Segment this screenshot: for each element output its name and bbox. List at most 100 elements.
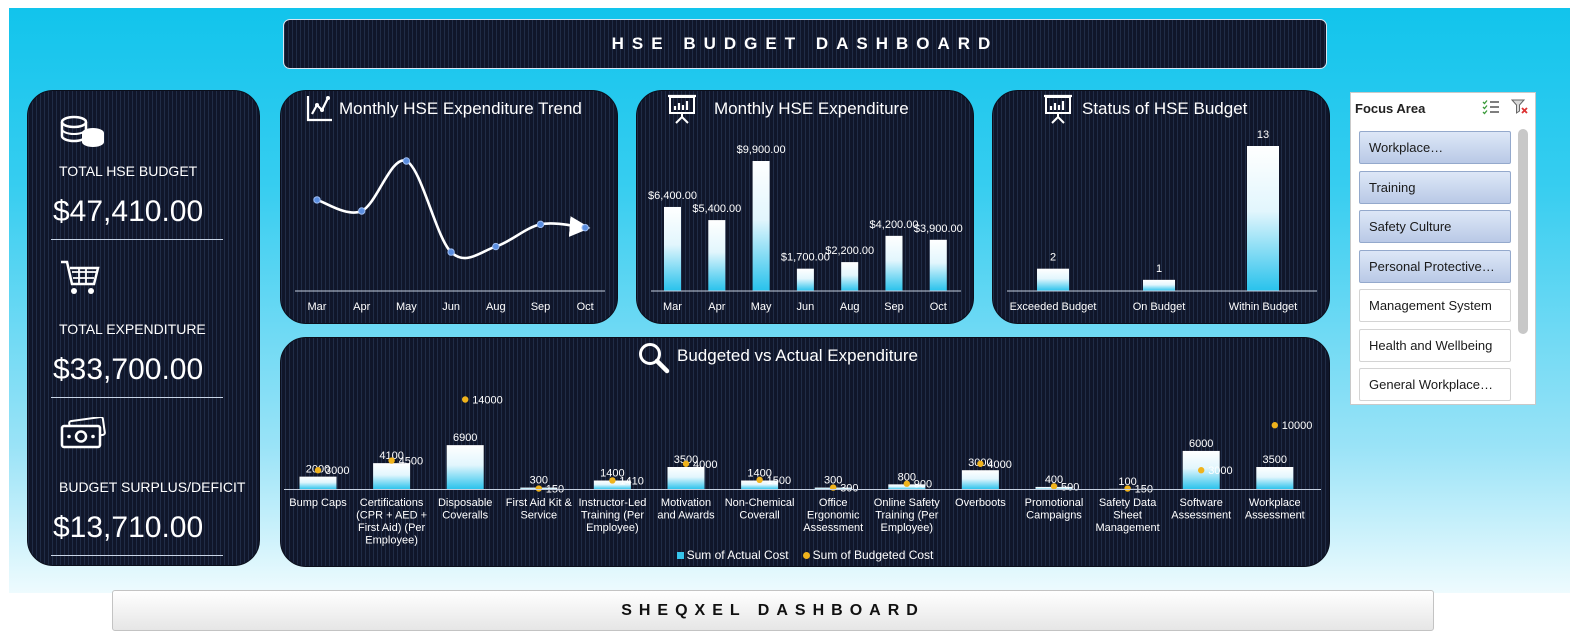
status-chart-panel: Status of HSE Budget 2 Exceeded Budget 1 On… [992,90,1330,324]
status-bar [1037,268,1069,291]
x-category-label: Employee) [365,535,418,547]
x-category-label: Campaigns [1026,510,1082,522]
budgeted-cost-marker [1124,485,1131,492]
clear-filter-icon[interactable] [1510,99,1529,120]
x-tick-label: Aug [486,301,506,313]
actual-data-label: 6000 [1189,438,1213,450]
x-category-label: Promotional [1025,497,1084,509]
legend-actual: Sum of Actual Cost [676,548,789,562]
actual-data-label: 100 [1118,476,1136,488]
actual-cost-bar [667,467,705,490]
slicer-item[interactable]: Management System [1359,289,1511,322]
x-tick-label: Apr [353,301,370,313]
monthly-bar [796,268,814,291]
bar-data-label: $2,200.00 [825,245,874,257]
x-tick-label: Jun [442,301,460,313]
presentation-chart-icon [667,94,697,129]
total-expenditure-label: TOTAL EXPENDITURE [59,321,206,337]
bar-data-label: $9,900.00 [737,144,786,156]
bar-data-label: $3,900.00 [914,223,963,235]
x-category-label: First Aid Kit & [506,497,573,509]
x-category-label: Bump Caps [289,497,347,509]
budgeted-data-label: 1410 [619,475,643,487]
x-category-label: Employee) [881,522,934,534]
budgeted-data-label: 300 [840,483,858,495]
x-tick-label: Apr [708,301,725,313]
trend-chart-panel: Monthly HSE Expenditure Trend Mar Apr May J… [280,90,618,324]
x-category-label: Training (Per [875,510,939,522]
bar-data-label: $1,700.00 [781,252,830,264]
slicer-item[interactable]: Health and Wellbeing [1359,328,1511,362]
bar-data-label: $5,400.00 [692,203,741,215]
bar-data-label: 2 [1050,252,1056,264]
actual-cost-bar [373,463,411,490]
x-category-label: Office [819,497,848,509]
total-expenditure-value: $33,700.00 [53,353,204,386]
trend-point [536,220,545,229]
x-tick-label: Sep [884,301,904,313]
slicer-item[interactable]: General Workplace… [1359,368,1511,401]
x-category-label: Management [1095,522,1159,534]
x-tick-label: Within Budget [1229,301,1297,313]
trend-line [316,159,591,260]
trend-point [358,207,366,215]
actual-data-label: 6900 [453,432,477,444]
kpi-divider [51,239,223,240]
actual-data-label: 1400 [600,468,624,480]
x-tick-label: Sep [531,301,551,313]
status-bar [1143,279,1175,291]
slicer-item[interactable]: Workplace… [1359,131,1511,164]
trend-chart-title: Monthly HSE Expenditure Trend [339,99,582,118]
x-category-label: Certifications [360,497,424,509]
actual-data-label: 3500 [674,454,698,466]
actual-cost-bar [741,480,779,490]
kpi-divider [51,555,223,556]
budgeted-cost-marker [903,480,910,487]
total-budget-label: TOTAL HSE BUDGET [59,163,198,179]
shopping-cart-icon [60,259,100,302]
monthly-bar [664,206,681,291]
kpi-divider [51,397,223,398]
budgeted-cost-marker [1198,467,1205,474]
slicer-item[interactable]: Training [1359,170,1511,204]
monthly-bar [841,262,859,291]
actual-cost-bar [446,445,484,490]
x-category-label: Assessment [1171,510,1231,522]
x-tick-label: Mar [663,301,682,313]
dashboard-canvas: HSE BUDGET DASHBOARD TOTAL HSE BUDGET $4… [9,8,1570,593]
trend-point [492,242,500,251]
x-category-label: Training (Per [581,510,645,522]
x-category-label: Online Safety [874,497,941,509]
x-tick-label: May [396,301,417,313]
actual-data-label: 4100 [379,450,403,462]
bar-data-label: $4,200.00 [870,219,919,231]
monthly-chart-title: Monthly HSE Expenditure [714,99,909,118]
bar-data-label: 1 [1156,263,1162,275]
bva-bar-chart: 20003000Bump Caps41004500Certifications(… [284,395,1321,547]
x-category-label: Non-Chemical [725,497,795,509]
slicer-item[interactable]: Safety Culture [1359,210,1511,243]
x-category-label: Ergonomic [807,510,860,522]
focus-area-slicer: Focus Area Workplace… Training Safety Cult… [1350,92,1536,405]
x-category-label: Sheet [1113,510,1142,522]
x-category-label: Motivation [661,497,711,509]
x-tick-label: Jun [797,301,815,313]
budget-surplus-value: $13,710.00 [53,511,204,544]
slicer-scrollbar[interactable] [1518,129,1528,334]
monthly-bar-chart: $6,400.00 Mar $5,400.00 Apr $9,900.00 May $1,7… [648,144,963,313]
magnifier-icon [638,342,670,379]
x-category-label: Disposable [438,497,492,509]
x-category-label: First Aid) (Per [358,522,426,534]
x-tick-label: On Budget [1133,301,1186,313]
x-category-label: Software [1179,497,1222,509]
x-category-label: Assessment [1245,510,1305,522]
actual-data-label: 800 [898,471,916,483]
status-chart-title: Status of HSE Budget [1082,99,1248,118]
status-bar-chart: 2 Exceeded Budget 1 On Budget 13 Within Budge… [1007,129,1317,313]
slicer-item[interactable]: Personal Protective… [1359,249,1511,283]
budgeted-cost-marker [314,467,322,474]
x-category-label: Service [520,510,557,522]
budgeted-data-label: 3000 [1208,465,1232,477]
x-tick-label: Oct [577,301,594,313]
multi-select-icon[interactable] [1482,99,1500,120]
